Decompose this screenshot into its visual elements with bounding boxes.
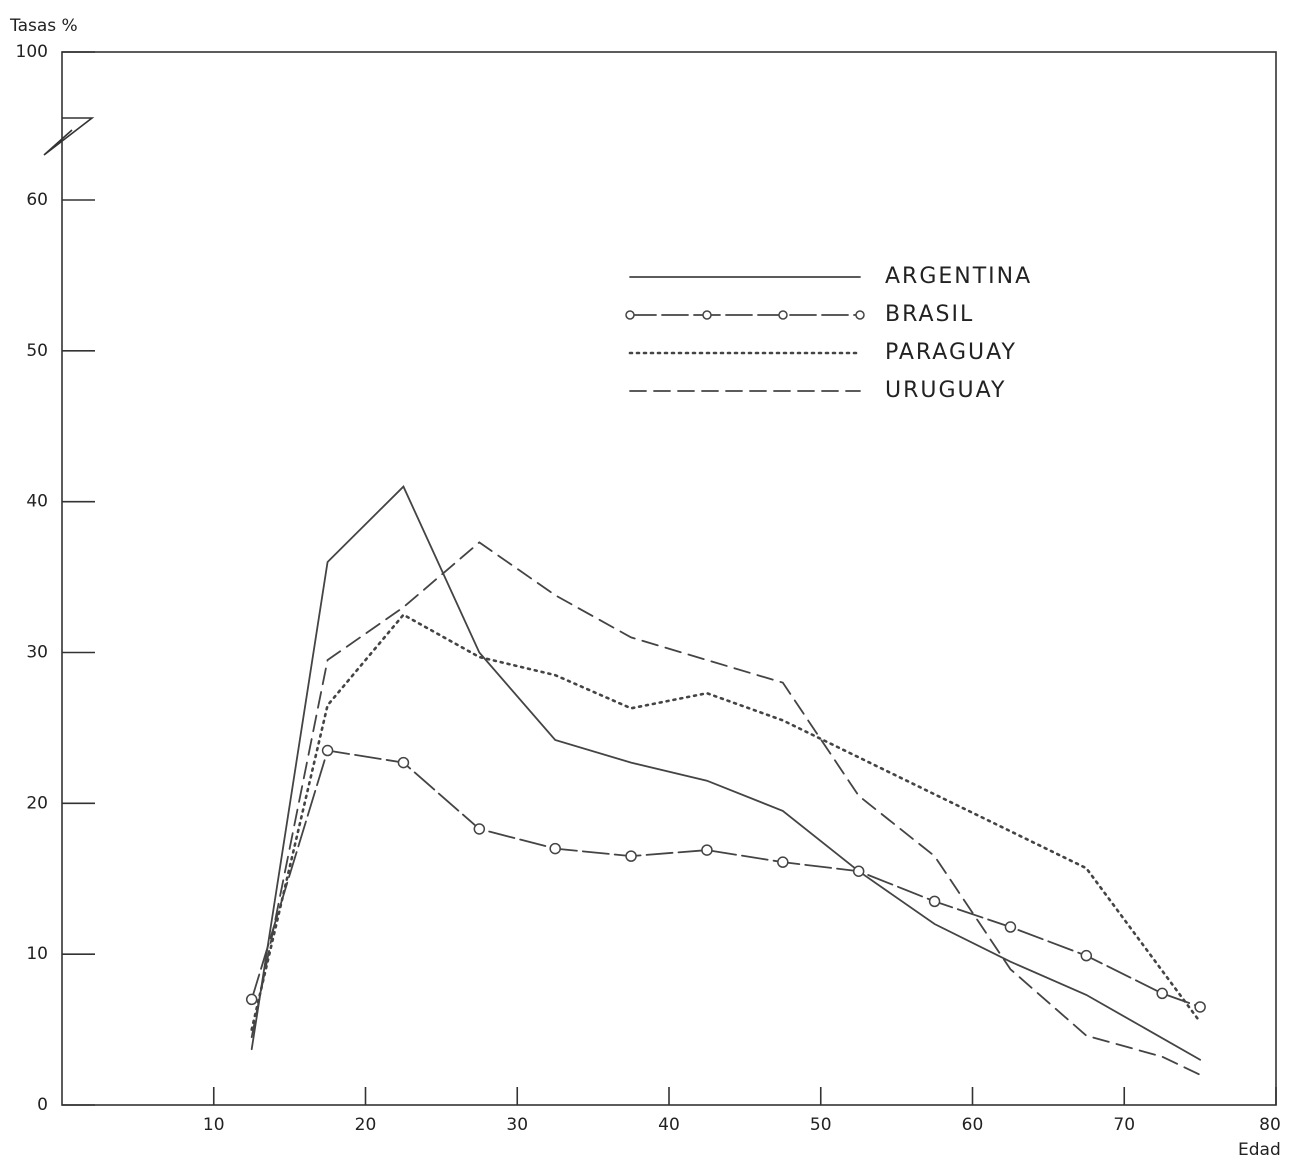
x-axis-label: Edad	[1238, 1140, 1281, 1160]
y-tick-label: 100	[16, 42, 48, 62]
series-line	[250, 541, 1202, 1076]
x-tick-label: 40	[658, 1115, 680, 1135]
point	[1156, 987, 1168, 1000]
y-axis-label: Tasas %	[9, 16, 78, 36]
legend-marker	[778, 310, 788, 320]
point	[852, 865, 865, 877]
point	[928, 895, 941, 908]
legend-label: BRASIL	[885, 302, 974, 327]
point	[397, 756, 410, 769]
y-tick-label: 10	[26, 944, 48, 964]
point	[625, 850, 637, 862]
y-tick-label: 20	[26, 793, 48, 813]
point	[549, 842, 561, 855]
series-line	[250, 485, 1202, 1061]
x-tick-label: 50	[810, 1115, 832, 1135]
point	[701, 844, 713, 856]
point	[777, 856, 789, 868]
legend-label: ARGENTINA	[885, 264, 1032, 289]
legend-marker	[625, 310, 635, 320]
y-tick-label: 40	[26, 492, 48, 512]
y-tick-label: 0	[37, 1095, 48, 1115]
legend-label: PARAGUAY	[885, 340, 1017, 365]
series-line	[250, 749, 1202, 1008]
point	[1080, 949, 1093, 962]
x-tick-label: 60	[962, 1115, 984, 1135]
y-tick-label: 60	[26, 190, 48, 210]
point	[1194, 1001, 1206, 1013]
point	[245, 993, 258, 1006]
point	[473, 823, 486, 835]
y-tick-label: 30	[26, 643, 48, 663]
x-tick-label: 20	[355, 1115, 377, 1135]
legend-marker	[702, 310, 712, 320]
x-tick-label: 80	[1259, 1115, 1281, 1135]
plot-frame	[61, 51, 1277, 1106]
x-tick-label: 70	[1113, 1115, 1135, 1135]
x-tick-label: 10	[203, 1115, 225, 1135]
axis-break	[43, 117, 95, 156]
series-line	[250, 613, 1202, 1031]
legend-marker	[855, 310, 865, 320]
x-tick-label: 30	[506, 1115, 528, 1135]
point	[321, 744, 334, 757]
y-tick-label: 50	[26, 341, 48, 361]
legend-label: URUGUAY	[885, 378, 1006, 403]
point	[1004, 921, 1017, 933]
